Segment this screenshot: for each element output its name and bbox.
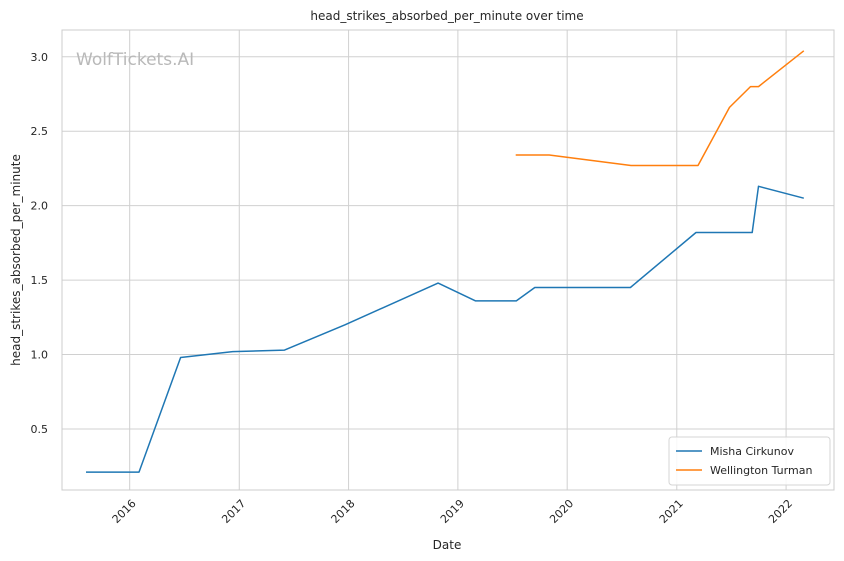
legend: Misha Cirkunov Wellington Turman bbox=[668, 436, 831, 486]
legend-label: Wellington Turman bbox=[710, 464, 812, 477]
plot-frame bbox=[61, 29, 835, 491]
y-tick-label: 0.5 bbox=[31, 423, 49, 436]
y-tick-label: 3.0 bbox=[31, 51, 49, 64]
y-tick-label: 2.0 bbox=[31, 200, 49, 213]
y-tick-label: 1.5 bbox=[31, 274, 49, 287]
y-tick-label: 2.5 bbox=[31, 125, 49, 138]
series-line bbox=[86, 185, 804, 473]
chart-title: head_strikes_absorbed_per_minute over ti… bbox=[310, 9, 583, 23]
y-axis-ticks: 0.5 1.0 1.5 2.0 2.5 3.0 bbox=[31, 51, 49, 436]
x-axis-label: Date bbox=[433, 538, 462, 552]
y-tick-label: 1.0 bbox=[31, 349, 49, 362]
grid bbox=[62, 30, 834, 490]
series-line bbox=[515, 50, 805, 167]
legend-box bbox=[668, 436, 831, 486]
watermark: WolfTickets.AI bbox=[76, 50, 194, 70]
legend-label: Misha Cirkunov bbox=[710, 445, 794, 458]
y-axis-label: head_strikes_absorbed_per_minute bbox=[9, 154, 23, 366]
series-layer bbox=[86, 50, 805, 473]
